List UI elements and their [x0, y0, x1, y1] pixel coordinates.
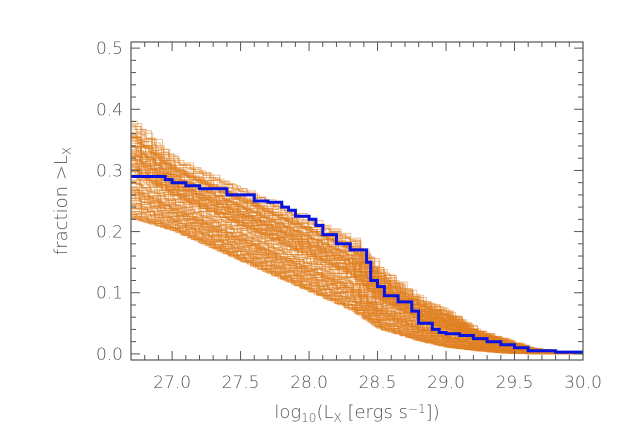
simulation-trace: [131, 206, 583, 355]
x-tick-labels: 27.0 27.5 28.0 28.5 29.0 29.5 30.0: [153, 373, 602, 393]
x-tick-label: 28.0: [290, 373, 328, 393]
plot-frame: [130, 41, 584, 361]
y-tick-label: 0.2: [96, 223, 123, 243]
tick-marks: [130, 42, 584, 360]
simulation-trace: [131, 187, 581, 354]
simulation-trace: [131, 217, 578, 355]
simulation-trace: [131, 137, 579, 354]
x-tick-label: 28.5: [359, 373, 397, 393]
observed-curve: [131, 175, 583, 354]
y-tick-label: 0.0: [96, 345, 123, 365]
axes-box: [130, 41, 584, 361]
y-tick-labels: 0.0 0.1 0.2 0.3 0.4 0.5: [96, 39, 123, 365]
x-tick-label: 27.0: [153, 373, 191, 393]
x-tick-label: 29.5: [496, 373, 534, 393]
simulation-traces: [131, 120, 583, 355]
y-tick-label: 0.5: [96, 39, 123, 59]
simulation-trace: [131, 137, 583, 354]
x-tick-label: 27.5: [222, 373, 260, 393]
simulation-trace: [131, 198, 579, 355]
x-tick-label: 29.0: [427, 373, 465, 393]
y-tick-label: 0.1: [96, 284, 123, 304]
y-axis-label: fraction >LX: [51, 147, 74, 255]
observed-step-line: [131, 175, 583, 354]
simulation-trace: [131, 137, 582, 354]
simulation-trace: [131, 138, 577, 354]
x-tick-label: 30.0: [564, 373, 602, 393]
simulation-trace: [131, 162, 578, 354]
x-axis-label: log10(LX [ergs s−1]): [274, 402, 439, 425]
simulation-trace: [131, 211, 579, 355]
y-tick-label: 0.4: [96, 100, 123, 120]
y-tick-label: 0.3: [96, 161, 123, 181]
simulation-trace: [131, 182, 583, 354]
